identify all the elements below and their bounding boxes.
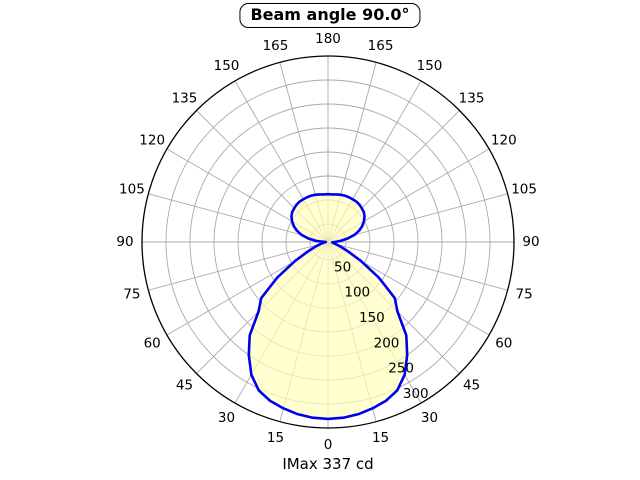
grid-ray [148, 241, 329, 291]
angle-tick-label: 60 [144, 336, 161, 352]
angle-tick-label: 90 [116, 234, 133, 250]
outer-ring [141, 55, 515, 429]
angle-tick-label: 75 [515, 287, 532, 303]
imax-label: IMax 337 cd [282, 455, 374, 473]
angle-tick-label: 30 [218, 410, 235, 426]
angle-tick-label: 105 [119, 181, 145, 197]
radius-tick-label: 100 [344, 285, 370, 301]
angle-tick-label: 0 [324, 437, 333, 453]
chart-title: Beam angle 90.0° [250, 5, 410, 24]
chart-title-box: Beam angle 90.0° [239, 3, 421, 28]
intensity-fill [248, 194, 408, 419]
intensity-curve [247, 192, 409, 421]
angle-tick-label: 90 [522, 234, 539, 250]
radius-tick-label: 150 [359, 310, 385, 326]
angle-tick-label: 120 [491, 133, 517, 149]
angle-tick-label: 75 [123, 287, 140, 303]
angle-tick-label: 45 [176, 378, 193, 394]
angle-tick-label: 135 [172, 90, 198, 106]
angle-tick-label: 120 [139, 133, 165, 149]
grid-ray [148, 193, 329, 243]
angle-tick-label: 105 [511, 181, 537, 197]
radius-tick-label: 250 [388, 361, 414, 377]
angle-tick-label: 150 [417, 58, 443, 74]
angle-tick-label: 165 [263, 38, 289, 54]
radius-tick-label: 300 [403, 386, 429, 402]
radius-tick-label: 50 [334, 259, 351, 275]
angle-tick-label: 60 [495, 336, 512, 352]
angle-tick-label: 135 [459, 90, 485, 106]
grid-ray [327, 193, 508, 243]
angle-tick-label: 150 [214, 58, 240, 74]
angle-tick-label: 165 [368, 38, 394, 54]
grid-ray [327, 241, 508, 291]
angle-tick-label: 30 [421, 410, 438, 426]
angle-tick-label: 180 [315, 31, 341, 47]
angle-tick-label: 15 [372, 430, 389, 446]
angle-tick-label: 45 [463, 378, 480, 394]
radius-tick-label: 200 [374, 335, 400, 351]
angle-tick-label: 15 [267, 430, 284, 446]
